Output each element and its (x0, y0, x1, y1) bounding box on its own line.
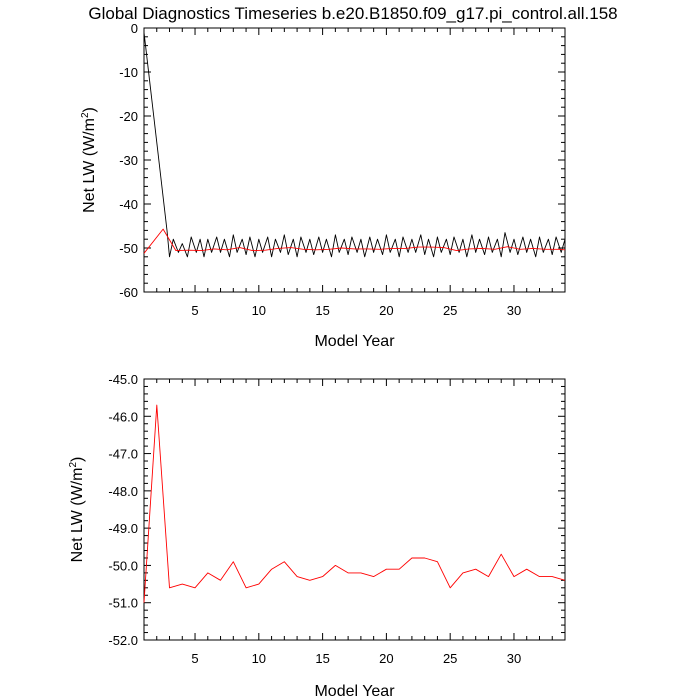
series-line-1 (143, 32, 566, 258)
x-tick-label: 10 (252, 303, 266, 318)
x-tick-label: 5 (191, 651, 198, 666)
y-tick-label: -46.0 (108, 409, 138, 424)
y-tick-label: -30 (119, 153, 138, 168)
x-axis-title: Model Year (314, 683, 395, 700)
y-tick-label: -52.0 (108, 633, 138, 648)
x-tick-label: 30 (507, 651, 521, 666)
x-tick-label: 20 (379, 303, 393, 318)
x-tick-label: 30 (507, 303, 521, 318)
x-tick-label: 10 (252, 651, 266, 666)
x-tick-label: 15 (315, 303, 329, 318)
x-axis-title: Model Year (314, 333, 395, 350)
y-tick-label: -60 (119, 285, 138, 300)
x-tick-label: 5 (191, 303, 198, 318)
y-tick-label: -10 (119, 65, 138, 80)
y-tick-label: -49.0 (108, 521, 138, 536)
bottom-panel: 5 10 15 20 25 30 -45.0 -46.0 -47.0 -48.0 -49.0 -50.… (68, 372, 566, 700)
top-panel: 5 10 15 20 25 30 0 -10 -20 -30 -40 -50 -60 Model Year… (80, 21, 566, 350)
x-tick-label: 20 (379, 651, 393, 666)
y-tick-label: -50 (119, 241, 138, 256)
y-tick-label: -47.0 (108, 447, 138, 462)
plot-frame (143, 378, 566, 641)
y-tick-label: -45.0 (108, 372, 138, 387)
y-tick-label: 0 (131, 21, 138, 36)
figure-title: Global Diagnostics Timeseries b.e20.B185… (88, 4, 617, 23)
y-tick-label: -40 (119, 197, 138, 212)
x-tick-label: 25 (443, 651, 457, 666)
series-line-1 (143, 404, 566, 603)
y-tick-label: -51.0 (108, 596, 138, 611)
y-axis-title: Net LW (W/m2) (80, 107, 98, 213)
y-tick-label: -50.0 (108, 558, 138, 573)
y-tick-label: -48.0 (108, 484, 138, 499)
series-line-2 (143, 228, 566, 254)
y-tick-label: -20 (119, 109, 138, 124)
x-tick-label: 15 (315, 651, 329, 666)
x-tick-label: 25 (443, 303, 457, 318)
y-axis-title: Net LW (W/m2) (68, 457, 86, 563)
